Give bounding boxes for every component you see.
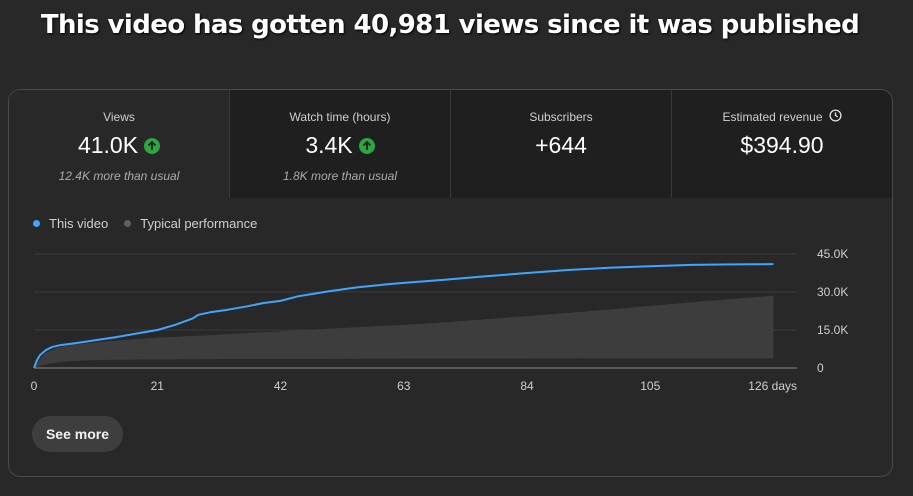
metric-value: +644 xyxy=(535,132,587,158)
x-tick-label: 42 xyxy=(274,379,288,393)
views-chart: 0 15.0K 30.0K 45.0K 0 21 42 63 84 105 126 days xyxy=(31,247,849,393)
metric-tab-revenue[interactable]: Estimated revenue $394.90 xyxy=(672,90,892,198)
legend-typical: Typical performance xyxy=(124,216,257,231)
metric-label: Views xyxy=(103,110,135,124)
metric-label: Watch time (hours) xyxy=(289,110,391,124)
metric-value: 3.4K xyxy=(305,132,375,159)
x-tick-label: 126 days xyxy=(748,379,797,393)
x-tick-label: 84 xyxy=(520,379,534,393)
legend-dot-typical xyxy=(124,220,132,227)
series-this-video-line xyxy=(33,263,774,369)
x-tick-label: 63 xyxy=(397,379,411,393)
metric-label: Subscribers xyxy=(529,110,593,124)
metric-subtext: 1.8K more than usual xyxy=(282,169,398,183)
metric-value: $394.90 xyxy=(740,132,824,158)
see-more-button[interactable]: See more xyxy=(32,416,123,452)
y-tick-label: 15.0K xyxy=(817,323,848,337)
arrow-up-icon xyxy=(144,137,161,154)
metric-value: 41.0K xyxy=(78,132,161,159)
analytics-card: Views 41.0K 12.4K more than usual Watch … xyxy=(8,89,893,477)
series-typical-band xyxy=(34,295,774,368)
x-tick-label: 0 xyxy=(31,379,38,393)
page-headline: This video has gotten 40,981 views since… xyxy=(40,10,860,40)
legend-dot-this-video xyxy=(33,220,40,227)
legend-this-video: This video xyxy=(33,216,108,231)
metric-tab-subscribers[interactable]: Subscribers +644 xyxy=(451,90,672,198)
y-tick-label: 0 xyxy=(817,361,824,375)
clock-icon xyxy=(828,109,842,125)
x-tick-label: 21 xyxy=(151,379,165,393)
metrics-row: Views 41.0K 12.4K more than usual Watch … xyxy=(9,90,892,198)
chart-legend: This video Typical performance xyxy=(33,216,257,231)
metric-tab-views[interactable]: Views 41.0K 12.4K more than usual xyxy=(9,90,230,198)
y-tick-label: 30.0K xyxy=(817,285,848,299)
x-tick-label: 105 xyxy=(640,379,660,393)
metric-subtext: 12.4K more than usual xyxy=(58,169,180,183)
y-tick-label: 45.0K xyxy=(817,247,848,261)
metric-tab-watch-time[interactable]: Watch time (hours) 3.4K 1.8K more than u… xyxy=(230,90,451,198)
arrow-up-icon xyxy=(358,137,375,154)
metric-label: Estimated revenue xyxy=(722,109,842,125)
